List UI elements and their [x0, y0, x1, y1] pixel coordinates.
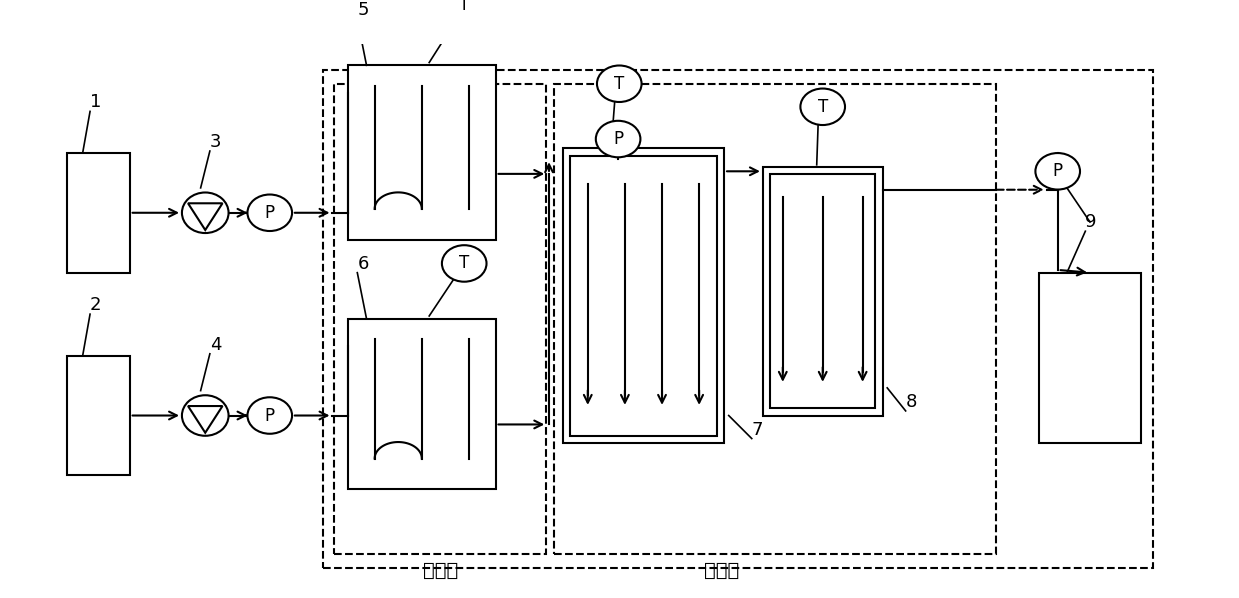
Text: T: T [818, 98, 828, 116]
Ellipse shape [248, 397, 292, 434]
Text: 1: 1 [90, 93, 102, 111]
Bar [348, 65, 496, 240]
Text: 反应区: 反应区 [704, 561, 740, 580]
Text: 2: 2 [90, 296, 102, 314]
Ellipse shape [1036, 153, 1080, 190]
Bar [67, 153, 130, 273]
Bar [335, 84, 546, 554]
Text: 3: 3 [209, 133, 222, 151]
Bar [563, 148, 724, 443]
Polygon shape [188, 406, 223, 433]
Text: T: T [615, 75, 624, 93]
Bar [763, 167, 882, 416]
Bar [771, 174, 875, 408]
Text: 5: 5 [357, 1, 369, 19]
Text: P: P [265, 204, 275, 222]
Ellipse shape [442, 0, 487, 24]
Text: P: P [1053, 162, 1063, 180]
Ellipse shape [597, 66, 642, 102]
Text: 预热区: 预热区 [422, 561, 458, 580]
Text: 7: 7 [752, 420, 763, 438]
Ellipse shape [596, 121, 641, 157]
Text: T: T [460, 0, 470, 14]
Ellipse shape [442, 245, 487, 282]
Text: 4: 4 [209, 335, 222, 354]
Bar [348, 319, 496, 489]
Bar [1040, 273, 1141, 443]
Polygon shape [188, 203, 223, 230]
Bar [570, 155, 716, 436]
Bar [67, 356, 130, 475]
Ellipse shape [182, 395, 228, 436]
Bar [323, 70, 1152, 568]
Ellipse shape [800, 89, 845, 125]
Text: 8: 8 [906, 393, 917, 411]
Text: T: T [460, 255, 470, 273]
Bar [554, 84, 996, 554]
Text: 9: 9 [1085, 213, 1097, 231]
Text: P: P [613, 130, 623, 148]
Text: P: P [265, 407, 275, 425]
Ellipse shape [248, 194, 292, 231]
Text: 6: 6 [357, 255, 369, 273]
Ellipse shape [182, 193, 228, 233]
